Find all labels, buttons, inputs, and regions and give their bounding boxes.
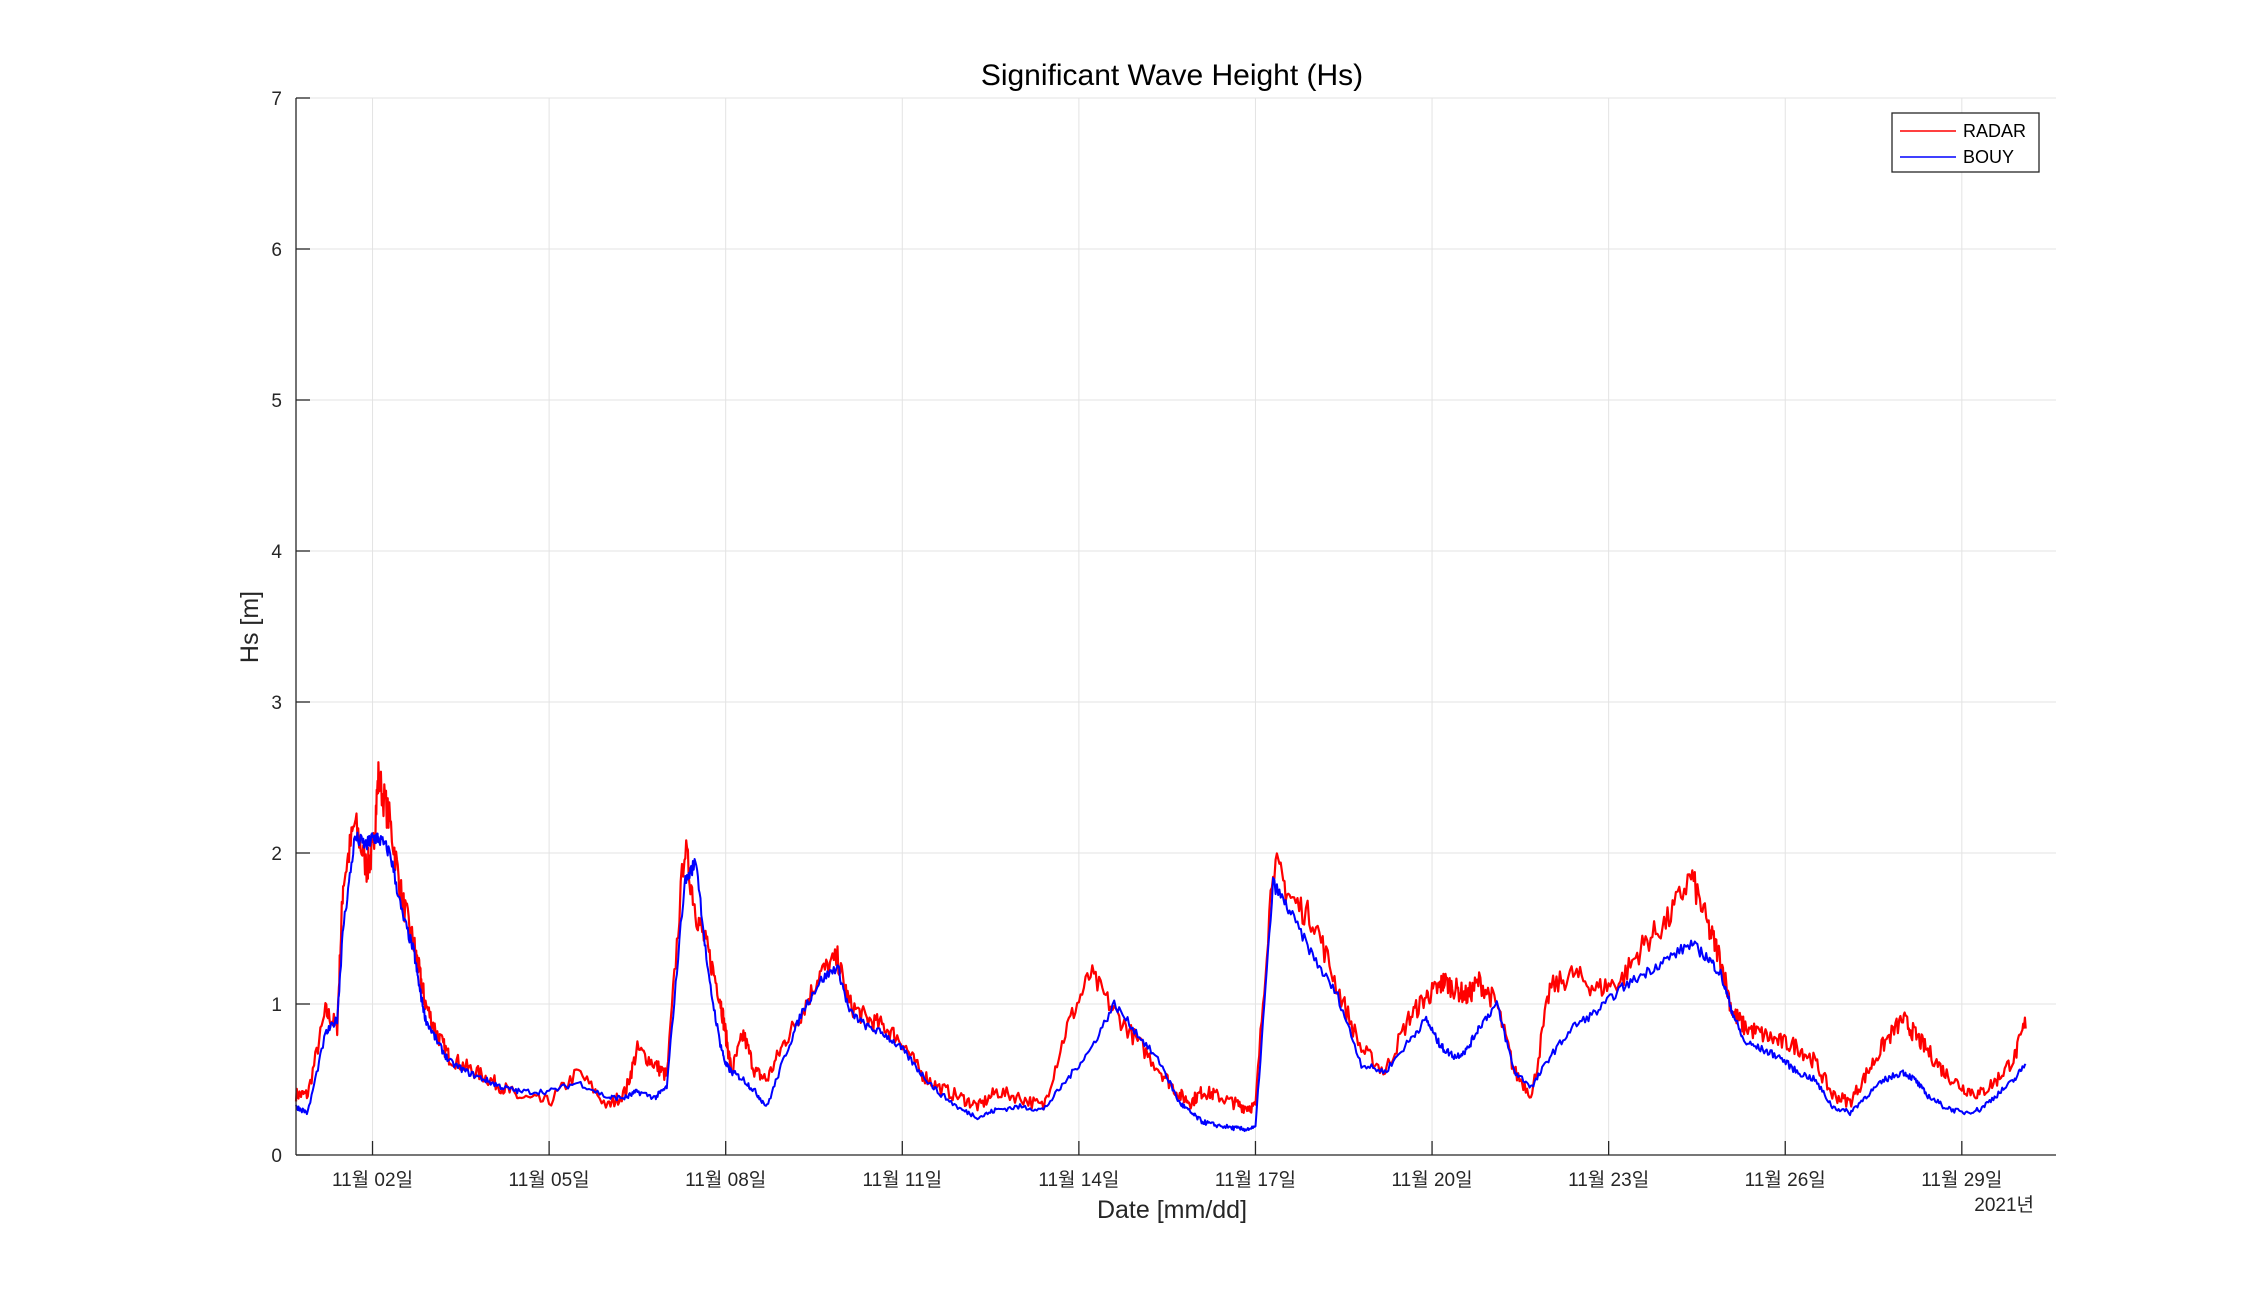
x-tick-label: 11월 23일 bbox=[1568, 1169, 1649, 1191]
x-axis-year-label: 2021년 bbox=[1974, 1194, 2034, 1216]
grid-lines bbox=[296, 97, 2056, 1156]
legend-label-radar: RADAR bbox=[1963, 121, 2026, 141]
y-tick-label: 0 bbox=[271, 1146, 282, 1167]
x-tick-label: 11월 14일 bbox=[1038, 1169, 1119, 1191]
x-tick-label: 11월 11일 bbox=[862, 1169, 942, 1191]
x-tick-label: 11월 20일 bbox=[1391, 1169, 1472, 1191]
series-line-bouy bbox=[295, 831, 2027, 1133]
chart-title: Significant Wave Height (Hs) bbox=[981, 59, 1363, 92]
y-tick-label: 4 bbox=[271, 542, 282, 563]
legend-label-bouy: BOUY bbox=[1963, 147, 2014, 167]
y-tick-label: 2 bbox=[271, 844, 282, 865]
series-line-radar bbox=[294, 761, 2027, 1115]
x-tick-label: 11월 02일 bbox=[332, 1169, 413, 1191]
x-tick-label: 11월 05일 bbox=[509, 1169, 590, 1191]
y-tick-label: 6 bbox=[271, 240, 282, 261]
x-axis-label: Date [mm/dd] bbox=[1097, 1196, 1247, 1224]
x-tick-label: 11월 08일 bbox=[685, 1169, 766, 1191]
x-tick-label: 11월 26일 bbox=[1745, 1169, 1826, 1191]
axes: 0 1 2 3 4 5 6 7 11월 02일 11월 05일 11월 08일 11월 11일 11월 … bbox=[271, 89, 2056, 1191]
y-tick-label: 7 bbox=[271, 89, 282, 110]
y-tick-label: 5 bbox=[271, 391, 282, 412]
y-tick-label: 3 bbox=[271, 693, 282, 714]
legend: RADAR BOUY bbox=[1891, 112, 2040, 173]
x-tick-label: 11월 17일 bbox=[1215, 1169, 1296, 1191]
x-tick-label: 11월 29일 bbox=[1921, 1169, 2002, 1191]
legend-box bbox=[1891, 112, 2040, 173]
plot-area bbox=[294, 761, 2027, 1133]
y-tick-label: 1 bbox=[271, 995, 282, 1016]
y-axis-label: Hs [m] bbox=[236, 591, 264, 663]
